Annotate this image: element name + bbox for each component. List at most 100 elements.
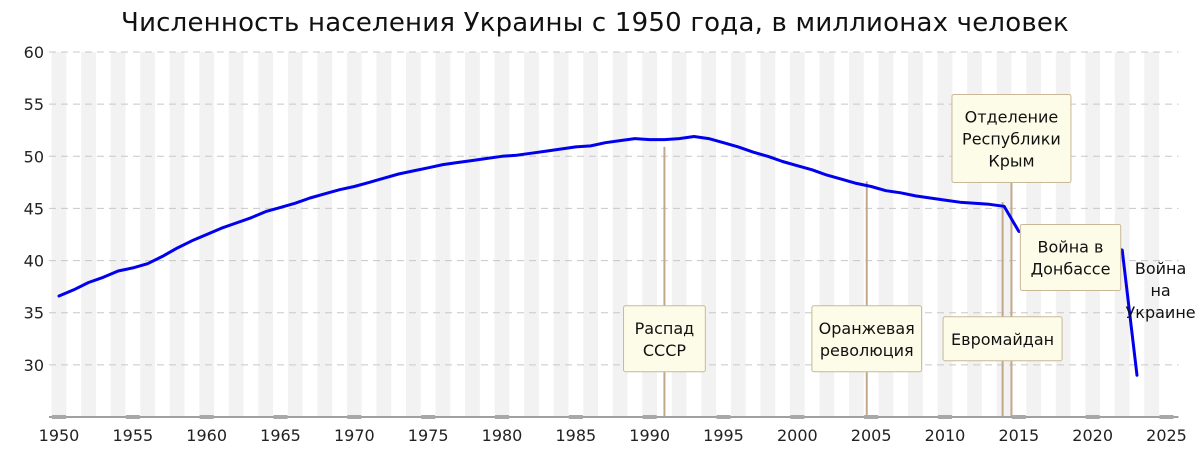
- data-point-1968: [324, 193, 326, 195]
- data-point-1980: [501, 155, 503, 157]
- annotation-box-0: [623, 305, 706, 373]
- data-point-1978: [471, 159, 473, 161]
- data-point-1994: [708, 137, 710, 139]
- y-tick-label-45: 45: [24, 199, 44, 218]
- x-tick-label-1990: 1990: [629, 426, 670, 445]
- annotation-text-1-1: революция: [820, 341, 914, 360]
- annotation-labels: Распад СССР Оранжевая революция Евромайдан От…: [623, 94, 1196, 373]
- data-point-1958: [176, 247, 178, 249]
- data-point-1953: [102, 276, 104, 278]
- data-point-1996: [737, 146, 739, 148]
- data-point-2007: [900, 192, 902, 194]
- x-tick-mark-1950: [52, 415, 66, 419]
- data-point-1956: [146, 263, 148, 265]
- data-point-1951: [73, 289, 75, 291]
- x-tick-mark-2010: [938, 415, 952, 419]
- year-band-1954: [110, 52, 126, 417]
- data-point-1993: [693, 135, 695, 137]
- annotation-text-2-0: Евромайдан: [951, 330, 1054, 349]
- x-tick-mark-1970: [347, 415, 362, 419]
- annotation-text-3-2: Крым: [988, 152, 1034, 171]
- annotation-text-3-0: Отделение: [965, 108, 1059, 127]
- year-band-1962: [228, 52, 244, 417]
- year-band-1952: [81, 52, 96, 417]
- x-tick-label-1975: 1975: [408, 426, 449, 445]
- data-point-1981: [516, 154, 518, 156]
- y-tick-label-40: 40: [24, 252, 44, 271]
- x-axis: [49, 415, 1179, 419]
- data-point-1988: [619, 139, 621, 141]
- annotation-lines: [663, 146, 1013, 417]
- data-point-1962: [235, 222, 237, 224]
- year-band-2022: [1114, 52, 1130, 417]
- data-point-2001: [811, 169, 813, 171]
- data-point-1999: [781, 160, 783, 162]
- year-band-1966: [287, 52, 303, 417]
- data-point-1959: [191, 240, 193, 242]
- data-point-1960: [205, 233, 207, 235]
- x-tick-label-2005: 2005: [851, 426, 892, 445]
- annotation-box-2: [942, 316, 1063, 362]
- data-point-1961: [220, 227, 222, 229]
- annotation-box-1: [811, 305, 923, 373]
- year-band-1984: [553, 52, 569, 417]
- year-band-1972: [376, 52, 392, 417]
- year-band-1986: [583, 52, 598, 417]
- data-point-1964: [265, 210, 267, 212]
- year-band-2024: [1144, 52, 1160, 417]
- annotation-text-3-1: Республики: [962, 130, 1061, 149]
- x-tick-label-2015: 2015: [998, 426, 1039, 445]
- annotation-text-0-1: СССР: [643, 341, 687, 360]
- x-tick-labels: 1950 1955 1960 1965 1970 1975 1980 1985 1990 1995…: [39, 426, 1187, 445]
- year-band-2010: [937, 52, 953, 417]
- data-point-1985: [575, 146, 577, 148]
- x-tick-mark-2020: [1085, 415, 1100, 419]
- x-tick-label-2025: 2025: [1146, 426, 1187, 445]
- data-point-2006: [885, 190, 887, 192]
- x-tick-mark-1990: [642, 415, 657, 419]
- annotation-text-4-1: Донбассе: [1031, 259, 1111, 278]
- data-point-1950: [58, 295, 60, 297]
- x-tick-label-1950: 1950: [39, 426, 80, 445]
- y-tick-label-35: 35: [24, 304, 44, 323]
- annotation-text-5-1: на: [1150, 281, 1170, 300]
- data-point-2022: [1121, 249, 1123, 251]
- data-point-1966: [294, 202, 296, 204]
- y-tick-labels: 30 35 40 45 50 55 60: [24, 43, 44, 375]
- year-band-1970: [346, 52, 362, 417]
- x-tick-mark-2015: [1011, 415, 1026, 419]
- data-point-2023: [1136, 374, 1138, 376]
- population-series-line: [57, 135, 1139, 377]
- data-point-1972: [383, 177, 385, 179]
- x-tick-label-2010: 2010: [925, 426, 966, 445]
- x-tick-label-1985: 1985: [555, 426, 596, 445]
- data-point-1976: [442, 163, 444, 165]
- data-point-2009: [929, 197, 931, 199]
- annotation-label-2: Евромайдан: [942, 316, 1063, 362]
- x-tick-label-1980: 1980: [482, 426, 523, 445]
- y-tick-label-60: 60: [24, 43, 44, 62]
- data-point-2010: [944, 199, 946, 201]
- annotation-text-5-2: Украине: [1126, 303, 1196, 322]
- x-tick-mark-1985: [568, 415, 583, 419]
- annotation-label-0: Распад СССР: [623, 305, 706, 373]
- data-point-2008: [914, 195, 916, 197]
- annotation-box-4: [1019, 223, 1122, 291]
- data-point-2012: [973, 202, 975, 204]
- data-point-2005: [870, 185, 872, 187]
- x-tick-label-1995: 1995: [703, 426, 744, 445]
- data-point-2003: [840, 178, 842, 180]
- data-point-1965: [279, 206, 281, 208]
- data-point-1957: [161, 255, 163, 257]
- annotation-box-3: [951, 94, 1072, 184]
- year-band-1964: [258, 52, 274, 417]
- year-band-1976: [435, 52, 451, 417]
- data-point-2013: [988, 203, 990, 205]
- data-point-1998: [767, 155, 769, 157]
- year-band-1958: [169, 52, 185, 417]
- year-band-1974: [406, 52, 421, 417]
- x-tick-mark-2000: [790, 415, 805, 419]
- x-tick-mark-1965: [273, 415, 288, 419]
- data-point-1982: [530, 152, 532, 154]
- annotation-label-1: Оранжевая революция: [811, 305, 923, 373]
